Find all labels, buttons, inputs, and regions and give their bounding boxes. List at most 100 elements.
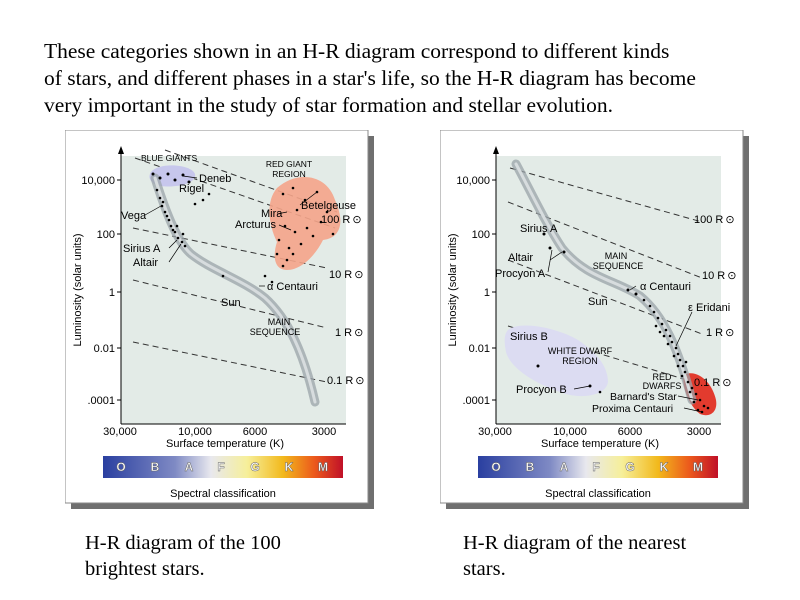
label-white-dwarf: WHITE DWARF bbox=[548, 346, 613, 356]
spectral-class: F bbox=[592, 460, 599, 474]
y-tick-label: 100 bbox=[97, 229, 115, 241]
spectral-title: Spectral classification bbox=[170, 488, 276, 500]
x-tick-label: 6000 bbox=[243, 426, 267, 438]
spectral-class: A bbox=[560, 460, 569, 474]
radius-label-10: 10 R ⊙ bbox=[702, 270, 736, 282]
caption-line-1: H-R diagram of the nearest bbox=[463, 532, 687, 554]
spectral-class: K bbox=[660, 460, 669, 474]
label-sun: Sun bbox=[221, 297, 241, 309]
y-tick-label: 1 bbox=[484, 287, 490, 299]
label-red: RED bbox=[652, 372, 672, 382]
intro-line-2: of stars, and different phases in a star… bbox=[44, 66, 696, 90]
caption-line-2: brightest stars. bbox=[85, 558, 205, 580]
label-betelgeuse: Betelgeuse bbox=[301, 200, 356, 212]
caption-nearest-stars: H-R diagram of the nearest stars. bbox=[463, 530, 763, 582]
blue-giant-region bbox=[149, 165, 196, 187]
radius-label-0-1: 0.1 R ⊙ bbox=[327, 375, 365, 387]
y-axis-arrow bbox=[493, 146, 499, 154]
label-main: MAIN bbox=[605, 251, 628, 261]
y-tick-label: 10,000 bbox=[81, 175, 115, 187]
spectral-class: K bbox=[285, 460, 294, 474]
y-tick-label: .0001 bbox=[462, 395, 490, 407]
label-sequence: SEQUENCE bbox=[250, 327, 301, 337]
spectral-title: Spectral classification bbox=[545, 488, 651, 500]
label-arcturus: Arcturus bbox=[235, 219, 276, 231]
y-axis-label: Luminosity (solar units) bbox=[72, 233, 84, 346]
label-red-giant-region: REGION bbox=[272, 169, 306, 179]
label-altair: Altair bbox=[133, 257, 158, 269]
label-altair: Altair bbox=[508, 252, 533, 264]
spectral-class: A bbox=[185, 460, 194, 474]
main-sequence-highlight bbox=[153, 176, 317, 404]
label-alpha-centauri: α Centauri bbox=[640, 281, 691, 293]
label-sirius-b: Sirius B bbox=[510, 331, 548, 343]
label-procyon-a: Procyon A bbox=[495, 268, 546, 280]
y-axis-label: Luminosity (solar units) bbox=[447, 233, 459, 346]
y-axis-arrow bbox=[118, 146, 124, 154]
spectral-class: B bbox=[151, 460, 160, 474]
x-tick-label: 10,000 bbox=[553, 426, 587, 438]
x-tick-label: 3000 bbox=[687, 426, 711, 438]
intro-paragraph: These categories shown in an H-R diagram… bbox=[44, 38, 764, 119]
label-leaders bbox=[144, 175, 318, 287]
spectral-class: O bbox=[116, 460, 125, 474]
x-tick-label: 3000 bbox=[312, 426, 336, 438]
label-leaders bbox=[547, 249, 703, 413]
main-sequence-highlight bbox=[514, 162, 694, 402]
radius-label-0-1: 0.1 R ⊙ bbox=[694, 377, 732, 389]
label-proxima-centauri: Proxima Centauri bbox=[592, 403, 673, 415]
spectral-class: B bbox=[526, 460, 535, 474]
white-dwarf-region bbox=[504, 325, 608, 397]
spectral-class: F bbox=[217, 460, 224, 474]
hr-diagram-nearest-stars: 10,000 100 1 0.01 .0001 30,000 10,000 60… bbox=[440, 130, 775, 510]
spectral-class: M bbox=[693, 460, 703, 474]
y-tick-label: 100 bbox=[472, 229, 490, 241]
hr-diagram-brightest-stars: 10,000 100 1 0.01 .0001 30,000 10,000 60… bbox=[65, 130, 400, 510]
label-rigel: Rigel bbox=[179, 183, 204, 195]
x-axis-label: Surface temperature (K) bbox=[541, 438, 659, 450]
x-tick-label: 6000 bbox=[618, 426, 642, 438]
spectral-class: M bbox=[318, 460, 328, 474]
axes bbox=[492, 150, 721, 425]
label-alpha-centauri: α Centauri bbox=[267, 281, 318, 293]
star-dots bbox=[151, 172, 335, 284]
y-tick-label: 10,000 bbox=[456, 175, 490, 187]
label-sirius-a: Sirius A bbox=[123, 243, 161, 255]
label-white-dwarf-region: REGION bbox=[562, 356, 598, 366]
label-blue-giants: BLUE GIANTS bbox=[141, 153, 198, 163]
label-dwarfs: DWARFS bbox=[643, 381, 682, 391]
spectral-class: G bbox=[250, 460, 259, 474]
y-tick-label: .0001 bbox=[87, 395, 115, 407]
star-dots bbox=[536, 232, 710, 414]
label-vega: Vega bbox=[121, 210, 147, 222]
x-tick-label: 30,000 bbox=[103, 426, 137, 438]
x-axis-label: Surface temperature (K) bbox=[166, 438, 284, 450]
label-procyon-b: Procyon B bbox=[516, 384, 567, 396]
x-tick-label: 30,000 bbox=[478, 426, 512, 438]
label-main: MAIN bbox=[268, 317, 291, 327]
spectral-class: G bbox=[625, 460, 634, 474]
label-deneb: Deneb bbox=[199, 173, 231, 185]
caption-line-2: stars. bbox=[463, 558, 506, 580]
label-red-giant: RED GIANT bbox=[266, 159, 312, 169]
intro-line-3: very important in the study of star form… bbox=[44, 93, 614, 117]
radius-label-10: 10 R ⊙ bbox=[329, 269, 363, 281]
spectral-bar bbox=[103, 456, 343, 478]
intro-line-1: These categories shown in an H-R diagram… bbox=[44, 39, 670, 63]
radius-label-1: 1 R ⊙ bbox=[706, 327, 734, 339]
red-giant-region bbox=[269, 176, 341, 270]
spectral-bar bbox=[478, 456, 718, 478]
radius-label-100: 100 R ⊙ bbox=[321, 214, 362, 226]
label-sun: Sun bbox=[588, 296, 608, 308]
spectral-class: O bbox=[491, 460, 500, 474]
y-tick-label: 1 bbox=[109, 287, 115, 299]
label-epsilon-eridani: ε Eridani bbox=[688, 302, 730, 314]
caption-brightest-stars: H-R diagram of the 100 brightest stars. bbox=[85, 530, 385, 582]
label-mira: Mira bbox=[261, 208, 283, 220]
label-sequence: SEQUENCE bbox=[593, 261, 644, 271]
label-sirius-a: Sirius A bbox=[520, 223, 558, 235]
y-tick-label: 0.01 bbox=[469, 343, 490, 355]
x-tick-label: 10,000 bbox=[178, 426, 212, 438]
y-tick-label: 0.01 bbox=[94, 343, 115, 355]
radius-label-100: 100 R ⊙ bbox=[694, 214, 735, 226]
